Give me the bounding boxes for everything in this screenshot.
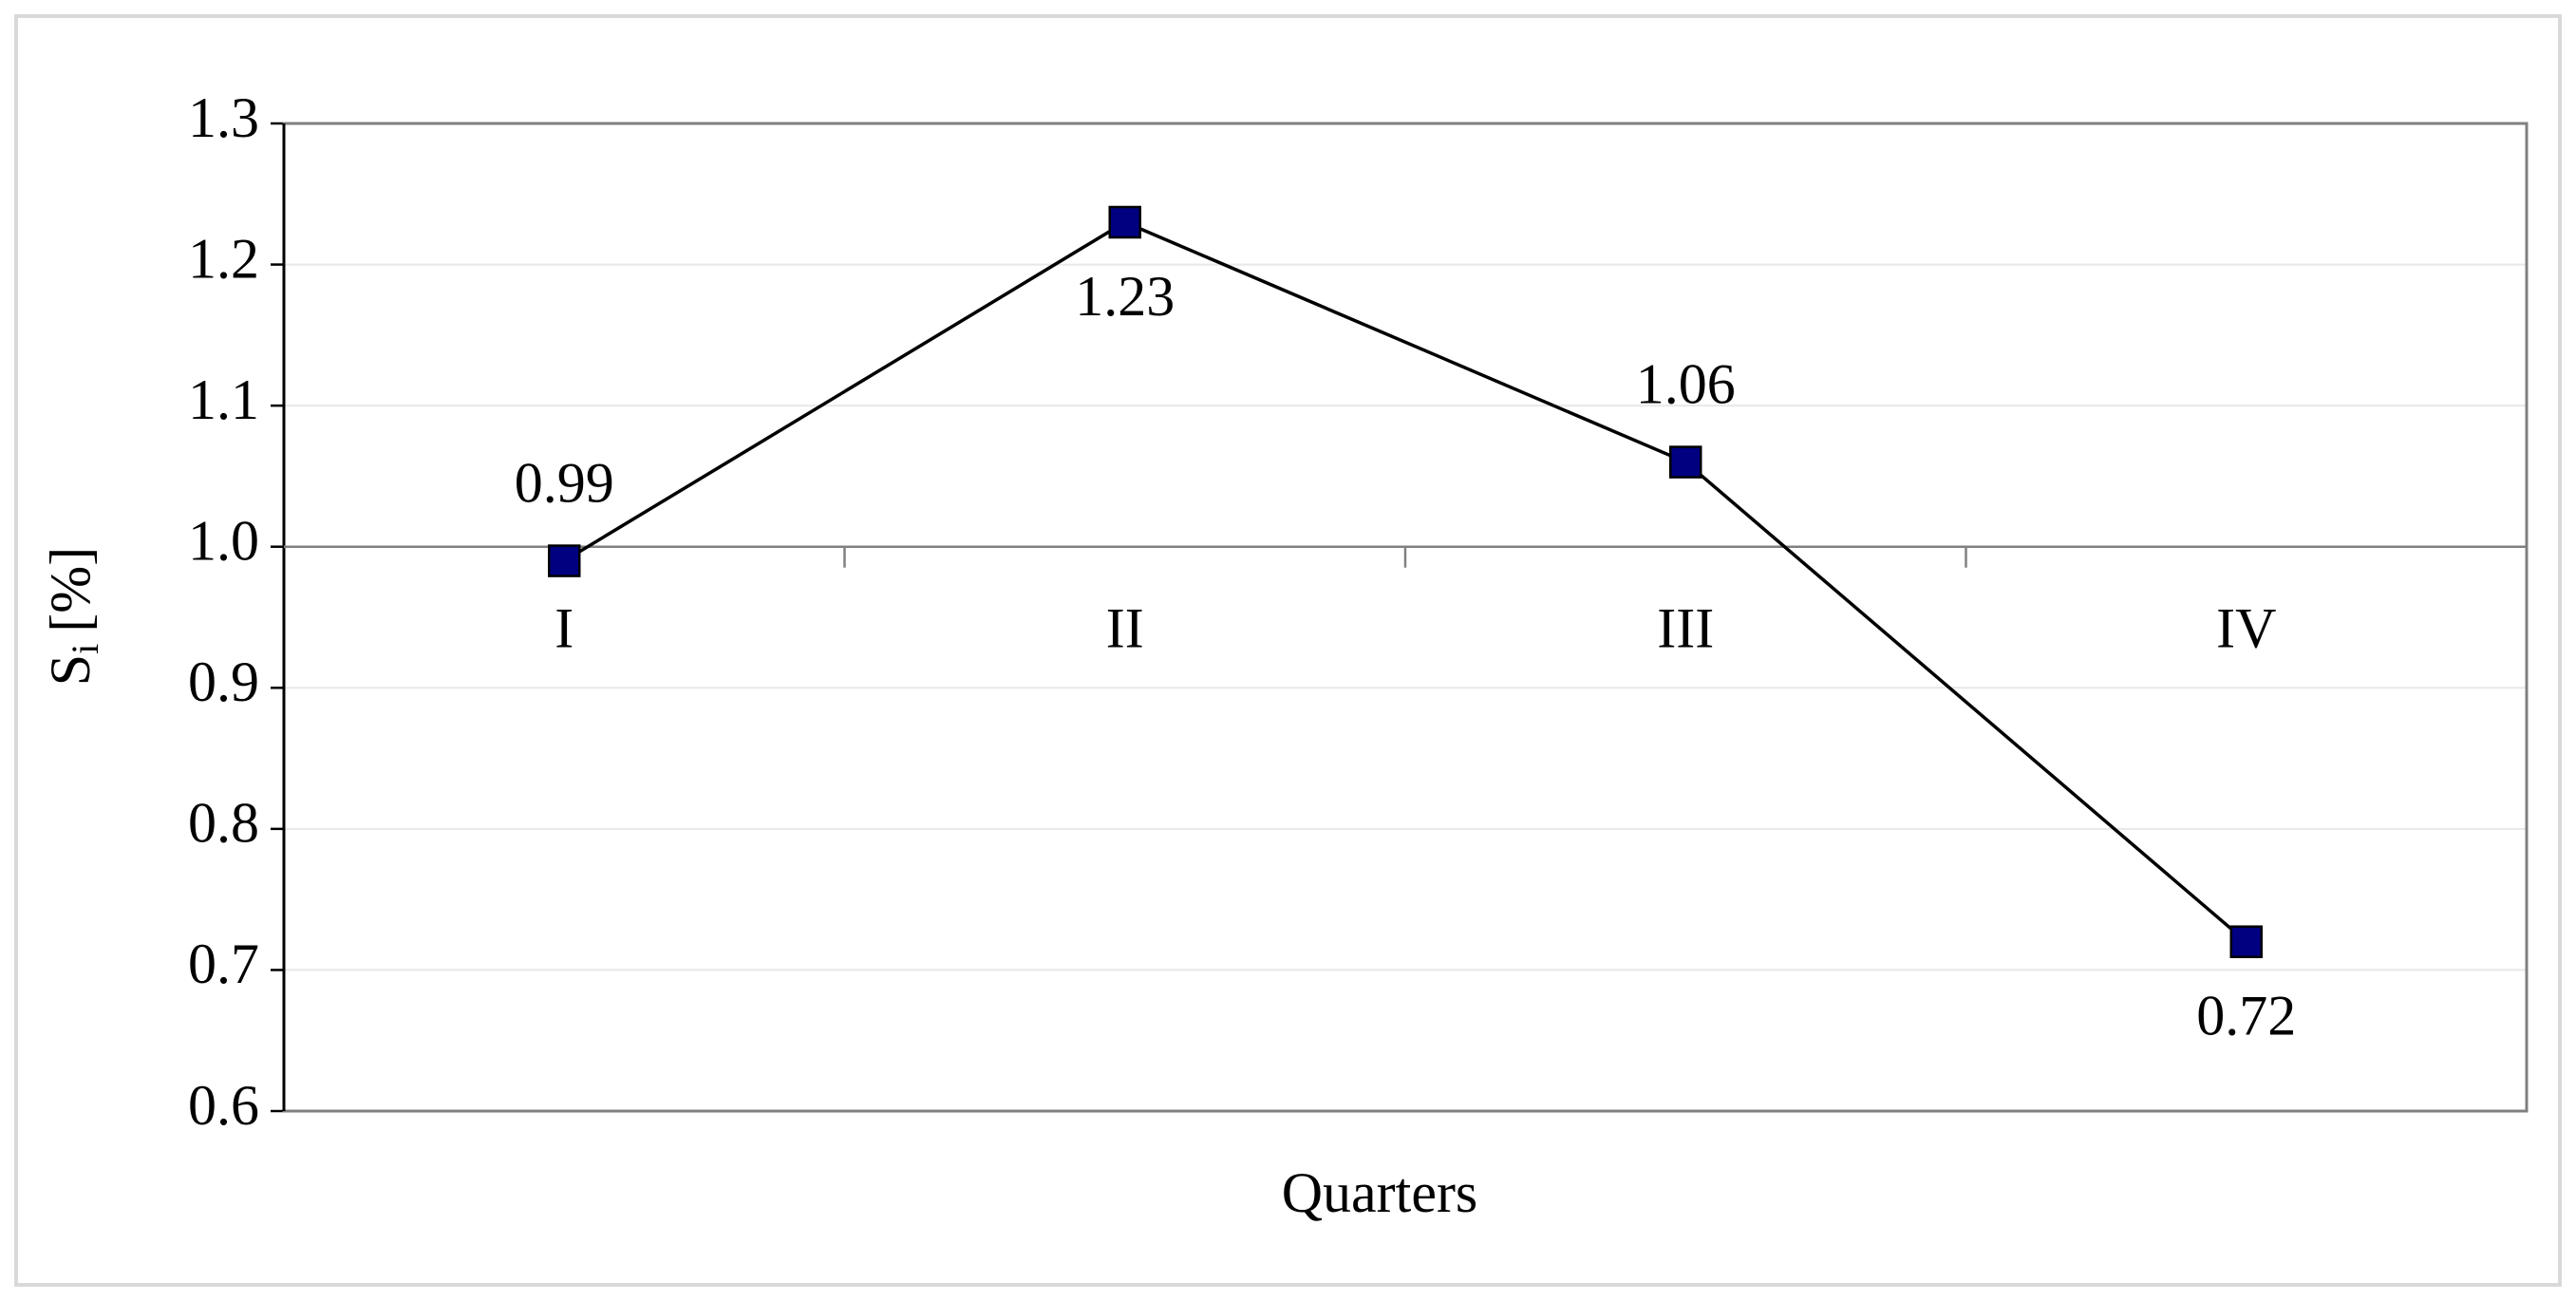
y-tick-label: 0.9 (188, 650, 259, 713)
marker (548, 544, 581, 577)
y-tick-label: 0.7 (188, 933, 259, 995)
y-tick-label: 1.3 (188, 86, 259, 149)
y-tick-label: 0.6 (188, 1074, 259, 1137)
y-label-sub: i (64, 644, 106, 654)
x-tick-label: III (1657, 596, 1714, 659)
y-axis-label: Si [%] (39, 547, 106, 686)
chart-frame (14, 14, 2562, 1287)
marker (1108, 205, 1141, 239)
data-label: 0.72 (2196, 984, 2296, 1046)
x-tick-label: II (1106, 596, 1144, 659)
series-line (563, 220, 2247, 944)
x-tick-label: I (555, 596, 573, 659)
y-label-main: S (39, 654, 102, 686)
data-label: 1.23 (1075, 265, 1175, 328)
data-label: 1.06 (1636, 352, 1736, 415)
y-tick-label: 1.1 (188, 368, 259, 431)
data-label: 0.99 (515, 451, 614, 514)
y-label-unit: [%] (39, 547, 102, 632)
y-tick-label: 1.0 (188, 509, 259, 572)
marker (2229, 925, 2263, 958)
x-tick-label: IV (2216, 596, 2276, 659)
y-tick-label: 0.8 (188, 792, 259, 855)
marker (1669, 445, 1702, 479)
x-axis-label: Quarters (1282, 1161, 1478, 1224)
y-tick-label: 1.2 (188, 227, 259, 290)
